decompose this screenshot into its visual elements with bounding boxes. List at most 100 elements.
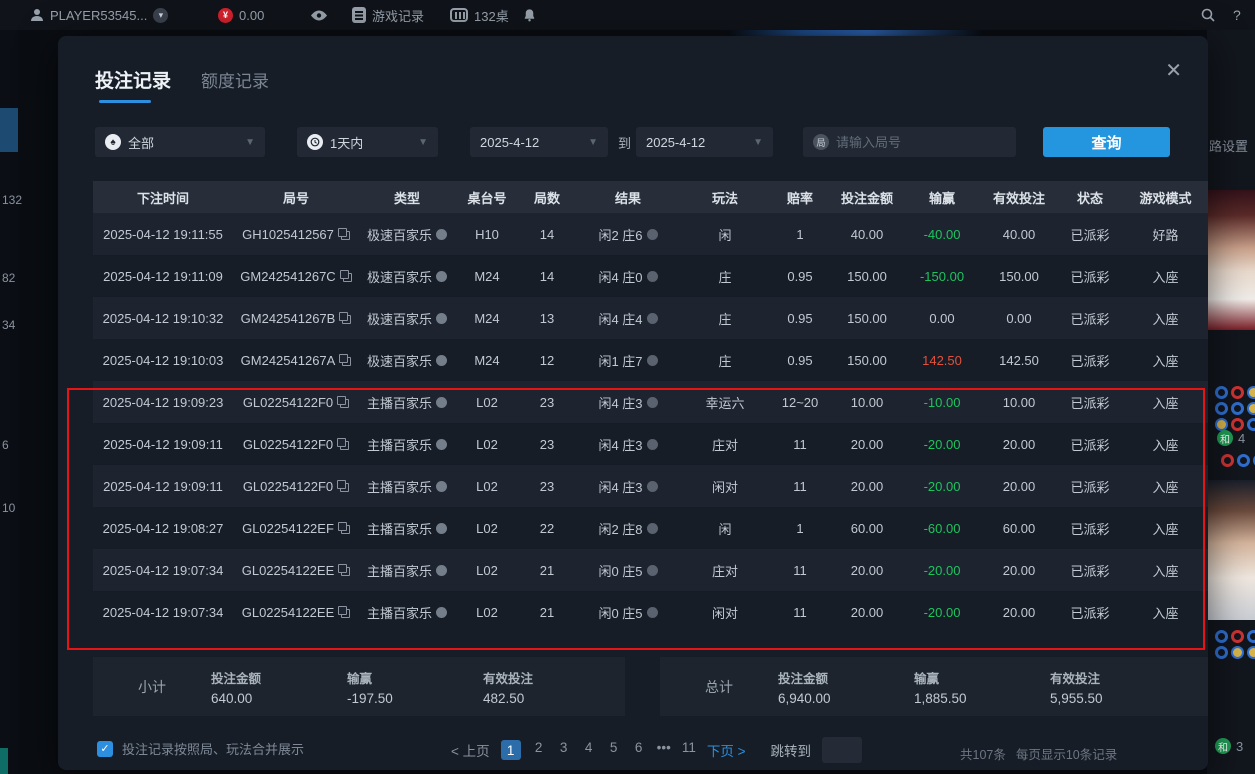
category-select[interactable]: ♠ 全部 ▼ — [95, 127, 265, 157]
page-button-active[interactable]: 1 — [500, 740, 521, 760]
page-button[interactable]: 11 — [681, 740, 696, 755]
copy-icon[interactable] — [338, 564, 351, 576]
bet-amount: 20.00 — [850, 478, 884, 494]
copy-icon[interactable] — [337, 228, 350, 240]
game-type: 主播百家乐 — [359, 435, 455, 454]
result-detail-icon[interactable] — [646, 522, 658, 534]
round-id: GM242541267B — [233, 311, 359, 326]
odds: 1 — [796, 226, 804, 242]
user-account[interactable]: PLAYER53545... ▾ — [30, 0, 169, 30]
bet-amount: 20.00 — [850, 604, 884, 620]
game-records-button[interactable]: 游戏记录 — [352, 0, 424, 30]
sidebar-active-tile[interactable] — [0, 108, 18, 152]
search-button[interactable]: 查询 — [1043, 127, 1170, 157]
column-header: 类型 — [393, 190, 420, 206]
page-button[interactable]: 2 — [534, 740, 543, 755]
valid-bet: 20.00 — [1002, 562, 1036, 578]
copy-icon[interactable] — [338, 606, 351, 618]
copy-icon[interactable] — [337, 480, 350, 492]
toggle-balance-visibility[interactable] — [310, 0, 328, 30]
tab-bet-records[interactable]: 投注记录 — [95, 66, 171, 103]
coin-icon: ¥ — [218, 7, 233, 23]
page-button[interactable]: 6 — [634, 740, 643, 755]
round-number: 21 — [539, 604, 555, 620]
close-icon[interactable]: ✕ — [1165, 60, 1182, 82]
copy-icon[interactable] — [337, 396, 350, 408]
next-page-button[interactable]: 下页 > — [706, 744, 746, 759]
result-detail-icon[interactable] — [646, 228, 658, 240]
game-mode: 入座 — [1152, 353, 1179, 369]
left-sidebar: 132 82 34 6 10 — [0, 30, 22, 774]
result-detail-icon[interactable] — [646, 480, 658, 492]
win-loss: -20.00 — [923, 604, 961, 620]
copy-icon[interactable] — [339, 354, 352, 366]
round-search-input[interactable] — [836, 134, 986, 150]
bet-amount: 20.00 — [850, 436, 884, 452]
game-mode: 入座 — [1152, 395, 1179, 411]
info-icon[interactable] — [436, 354, 447, 366]
copy-icon[interactable] — [339, 312, 352, 324]
info-icon[interactable] — [436, 606, 447, 618]
status-badge: 已派彩 — [1070, 395, 1110, 411]
table-row: 2025-04-12 19:11:09 GM242541267C 极速百家乐 M24 1… — [93, 255, 1208, 297]
help-button[interactable]: ? — [1233, 0, 1241, 30]
round-id: GL02254122EF — [233, 521, 359, 536]
copy-icon[interactable] — [337, 522, 350, 534]
info-icon[interactable] — [436, 564, 447, 576]
copy-icon[interactable] — [337, 438, 350, 450]
summary-label: 投注金额 — [211, 671, 262, 686]
bet-amount: 20.00 — [850, 562, 884, 578]
jump-page-input[interactable] — [821, 737, 862, 763]
date-to-select[interactable]: 2025-4-12 ▼ — [636, 127, 773, 157]
page-button[interactable]: 5 — [609, 740, 618, 755]
to-label: 到 — [618, 136, 632, 151]
date-to-value: 2025-4-12 — [646, 134, 706, 150]
chevron-down-icon[interactable]: ▾ — [153, 7, 169, 23]
search-button-topbar[interactable] — [1200, 0, 1216, 30]
info-icon[interactable] — [436, 438, 447, 450]
bet-time: 2025-04-12 19:10:03 — [102, 352, 224, 368]
win-loss: -20.00 — [923, 562, 961, 578]
dealer-video-thumbnail[interactable] — [1207, 480, 1255, 620]
info-icon[interactable] — [436, 480, 447, 492]
result-detail-icon[interactable] — [646, 438, 658, 450]
summary-label: 输赢 — [347, 671, 373, 686]
balance-display[interactable]: ¥ 0.00 — [218, 0, 264, 30]
copy-icon[interactable] — [339, 270, 352, 282]
page-button[interactable]: ••• — [656, 740, 671, 755]
tables-button[interactable]: 132桌 — [450, 0, 509, 30]
date-range-select[interactable]: 1天内 ▼ — [297, 127, 438, 157]
tab-quota-records[interactable]: 额度记录 — [201, 72, 270, 91]
result-detail-icon[interactable] — [646, 312, 658, 324]
result-detail-icon[interactable] — [646, 396, 658, 408]
result-detail-icon[interactable] — [646, 270, 658, 282]
game-type: 极速百家乐 — [359, 225, 455, 244]
checkbox-checked-icon[interactable]: ✓ — [97, 740, 113, 757]
prev-page-button[interactable]: < 上页 — [451, 744, 490, 759]
page-button[interactable]: 3 — [559, 740, 568, 755]
road-settings-label[interactable]: 路设置 — [1209, 139, 1249, 154]
dealer-video-thumbnail[interactable] — [1207, 190, 1255, 330]
page-button[interactable]: 4 — [584, 740, 593, 755]
result-detail-icon[interactable] — [646, 606, 658, 618]
bet-amount: 150.00 — [847, 310, 887, 326]
status-badge: 已派彩 — [1070, 227, 1110, 243]
merge-checkbox[interactable]: ✓ 投注记录按照局、玩法合并展示 — [97, 739, 304, 758]
info-icon[interactable] — [436, 396, 447, 408]
eye-icon — [311, 10, 327, 20]
result-detail-icon[interactable] — [646, 354, 658, 366]
total-title: 总计 — [705, 678, 733, 695]
round-number: 23 — [539, 436, 555, 452]
subtotal-items: 投注金额 640.00 输赢 -197.50 有效投注 482.50 — [211, 668, 625, 706]
info-icon[interactable] — [436, 522, 447, 534]
notifications-button[interactable] — [522, 0, 537, 30]
status-badge: 已派彩 — [1070, 353, 1110, 369]
date-from-select[interactable]: 2025-4-12 ▼ — [470, 127, 608, 157]
info-icon[interactable] — [436, 312, 447, 324]
result-detail-icon[interactable] — [646, 564, 658, 576]
info-icon[interactable] — [436, 270, 447, 282]
game-mode: 入座 — [1152, 521, 1179, 537]
odds: 11 — [793, 436, 807, 452]
win-loss: -20.00 — [923, 436, 961, 452]
info-icon[interactable] — [436, 228, 447, 240]
